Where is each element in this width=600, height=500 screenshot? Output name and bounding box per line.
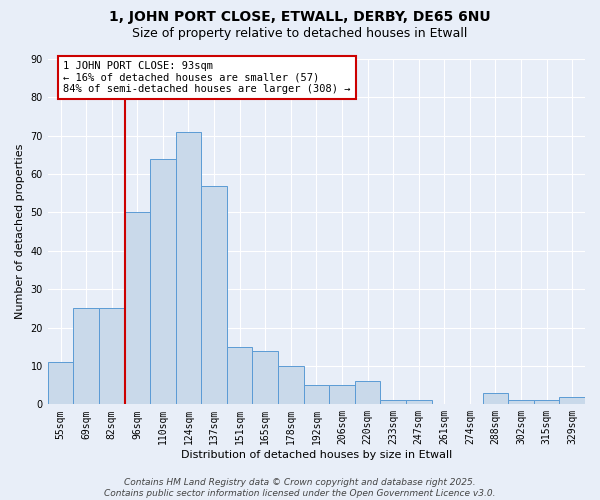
Bar	[176, 132, 201, 404]
Bar	[253, 350, 278, 405]
Bar	[99, 308, 125, 404]
Bar	[278, 366, 304, 405]
X-axis label: Distribution of detached houses by size in Etwall: Distribution of detached houses by size …	[181, 450, 452, 460]
Bar	[304, 385, 329, 404]
Text: 1, JOHN PORT CLOSE, ETWALL, DERBY, DE65 6NU: 1, JOHN PORT CLOSE, ETWALL, DERBY, DE65 …	[109, 10, 491, 24]
Bar	[559, 396, 585, 404]
Bar	[73, 308, 99, 404]
Bar	[406, 400, 431, 404]
Text: 1 JOHN PORT CLOSE: 93sqm
← 16% of detached houses are smaller (57)
84% of semi-d: 1 JOHN PORT CLOSE: 93sqm ← 16% of detach…	[63, 61, 350, 94]
Bar	[508, 400, 534, 404]
Bar	[329, 385, 355, 404]
Bar	[150, 159, 176, 404]
Bar	[227, 347, 253, 405]
Text: Size of property relative to detached houses in Etwall: Size of property relative to detached ho…	[133, 28, 467, 40]
Bar	[125, 212, 150, 404]
Text: Contains HM Land Registry data © Crown copyright and database right 2025.
Contai: Contains HM Land Registry data © Crown c…	[104, 478, 496, 498]
Bar	[48, 362, 73, 405]
Bar	[534, 400, 559, 404]
Bar	[380, 400, 406, 404]
Bar	[201, 186, 227, 404]
Bar	[482, 393, 508, 404]
Bar	[355, 382, 380, 404]
Y-axis label: Number of detached properties: Number of detached properties	[15, 144, 25, 320]
